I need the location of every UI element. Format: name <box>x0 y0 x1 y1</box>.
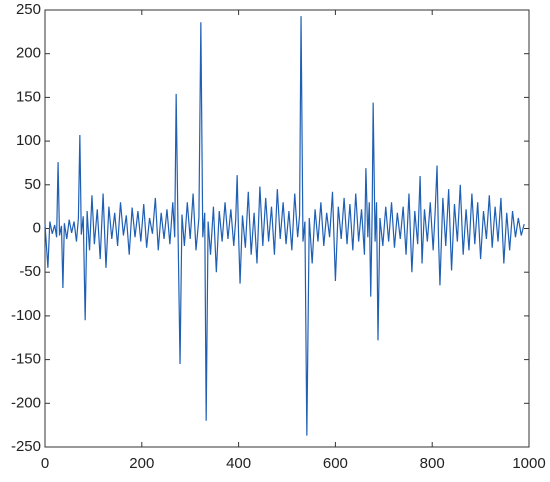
y-tick-label: -200 <box>11 394 41 411</box>
y-tick-label: 100 <box>16 132 41 149</box>
y-tick-label: -50 <box>19 263 41 280</box>
x-tick-label: 0 <box>41 455 49 472</box>
y-tick-label: 200 <box>16 45 41 62</box>
y-tick-label: 150 <box>16 88 41 105</box>
line-series <box>44 16 525 436</box>
y-tick-label: 250 <box>16 1 41 18</box>
y-tick-label: 0 <box>33 219 41 236</box>
x-tick-label: 400 <box>226 455 251 472</box>
y-tick-label: -100 <box>11 307 41 324</box>
x-tick-label: 800 <box>420 455 445 472</box>
y-tick-label: -250 <box>11 438 41 455</box>
y-tick-label: 50 <box>24 176 41 193</box>
y-tick-label: -150 <box>11 351 41 368</box>
x-tick-label: 600 <box>323 455 348 472</box>
x-tick-label: 200 <box>129 455 154 472</box>
x-tick-label: 1000 <box>512 455 545 472</box>
